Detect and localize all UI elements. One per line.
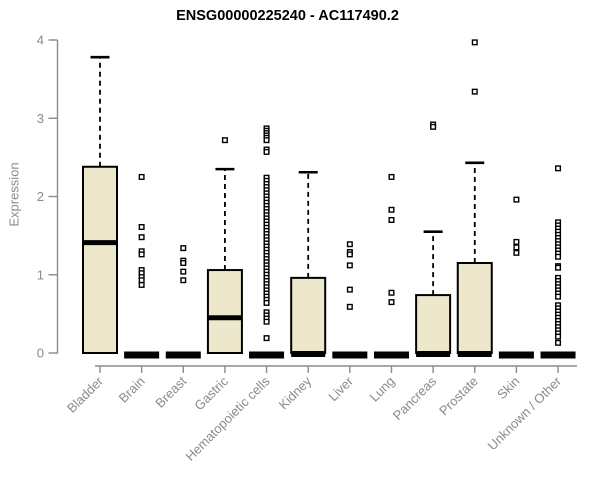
x-category-label-brain: Brain	[116, 374, 148, 406]
outlier-point-brain	[138, 251, 145, 258]
y-tick-label: 4	[37, 33, 44, 48]
outlier-point-skin	[513, 249, 520, 256]
outlier-point-unknown-other	[555, 264, 562, 271]
x-category-label-prostate: Prostate	[436, 374, 481, 419]
zero-box-breast	[165, 351, 201, 359]
y-tick-label: 0	[37, 346, 44, 361]
outlier-point-skin	[513, 244, 520, 251]
outlier-point-unknown-other	[555, 165, 562, 172]
outlier-point-liver	[346, 286, 353, 293]
outlier-point-liver	[346, 303, 353, 310]
x-category-label-liver: Liver	[325, 373, 356, 404]
outlier-point-prostate	[471, 88, 478, 95]
outlier-point-hematopoietic-cells	[263, 299, 270, 306]
x-category-label-unknown-other: Unknown / Other	[485, 373, 565, 453]
outlier-point-skin	[513, 238, 520, 245]
outlier-point-lung	[388, 299, 395, 306]
zero-box-liver	[332, 351, 368, 359]
outlier-point-hematopoietic-cells	[263, 335, 270, 342]
outlier-point-brain	[138, 277, 145, 284]
outlier-point-liver	[346, 262, 353, 269]
outlier-point-lung	[388, 216, 395, 223]
x-category-label-gastric: Gastric	[191, 373, 231, 413]
x-category-label-bladder: Bladder	[64, 373, 107, 416]
outlier-point-lung	[388, 206, 395, 213]
outlier-point-breast	[180, 268, 187, 275]
box-bladder	[82, 165, 118, 354]
outlier-point-brain	[138, 234, 145, 241]
x-category-label-skin: Skin	[494, 374, 522, 402]
y-tick-label: 1	[37, 267, 44, 282]
outlier-point-hematopoietic-cells	[263, 318, 270, 325]
outlier-point-gastric	[221, 137, 228, 144]
outlier-point-breast	[180, 277, 187, 284]
outlier-point-pancreas	[430, 123, 437, 130]
box-kidney	[290, 276, 327, 355]
outlier-point-skin	[513, 196, 520, 203]
outlier-point-hematopoietic-cells	[263, 148, 270, 155]
outlier-point-breast	[180, 260, 187, 267]
outlier-point-unknown-other	[555, 293, 562, 300]
outlier-point-hematopoietic-cells	[263, 137, 270, 144]
outlier-point-brain	[138, 173, 145, 180]
zero-box-hematopoietic-cells	[249, 351, 285, 359]
outlier-point-liver	[346, 241, 353, 248]
x-category-label-lung: Lung	[367, 374, 398, 405]
box-gastric	[206, 269, 243, 354]
zero-box-lung	[373, 351, 409, 359]
outlier-point-liver	[346, 251, 353, 258]
outlier-point-lung	[388, 173, 395, 180]
outlier-point-lung	[388, 289, 395, 296]
outlier-point-brain	[138, 281, 145, 288]
box-prostate	[456, 262, 493, 355]
outlier-point-unknown-other	[555, 339, 562, 346]
x-category-label-pancreas: Pancreas	[390, 373, 440, 423]
y-tick-label: 3	[37, 111, 44, 126]
outlier-point-brain	[138, 224, 145, 231]
y-tick-label: 2	[37, 189, 44, 204]
box-pancreas	[415, 294, 452, 354]
zero-box-skin	[498, 351, 534, 359]
x-category-label-breast: Breast	[152, 373, 189, 410]
chart-title: ENSG00000225240 - AC117490.2	[176, 8, 399, 24]
zero-box-brain	[124, 351, 160, 359]
outlier-point-unknown-other	[555, 253, 562, 260]
zero-box-unknown-other	[540, 351, 576, 359]
outlier-point-unknown-other	[555, 333, 562, 340]
outlier-point-breast	[180, 245, 187, 252]
x-category-label-kidney: Kidney	[276, 373, 315, 412]
outlier-point-prostate	[471, 39, 478, 46]
